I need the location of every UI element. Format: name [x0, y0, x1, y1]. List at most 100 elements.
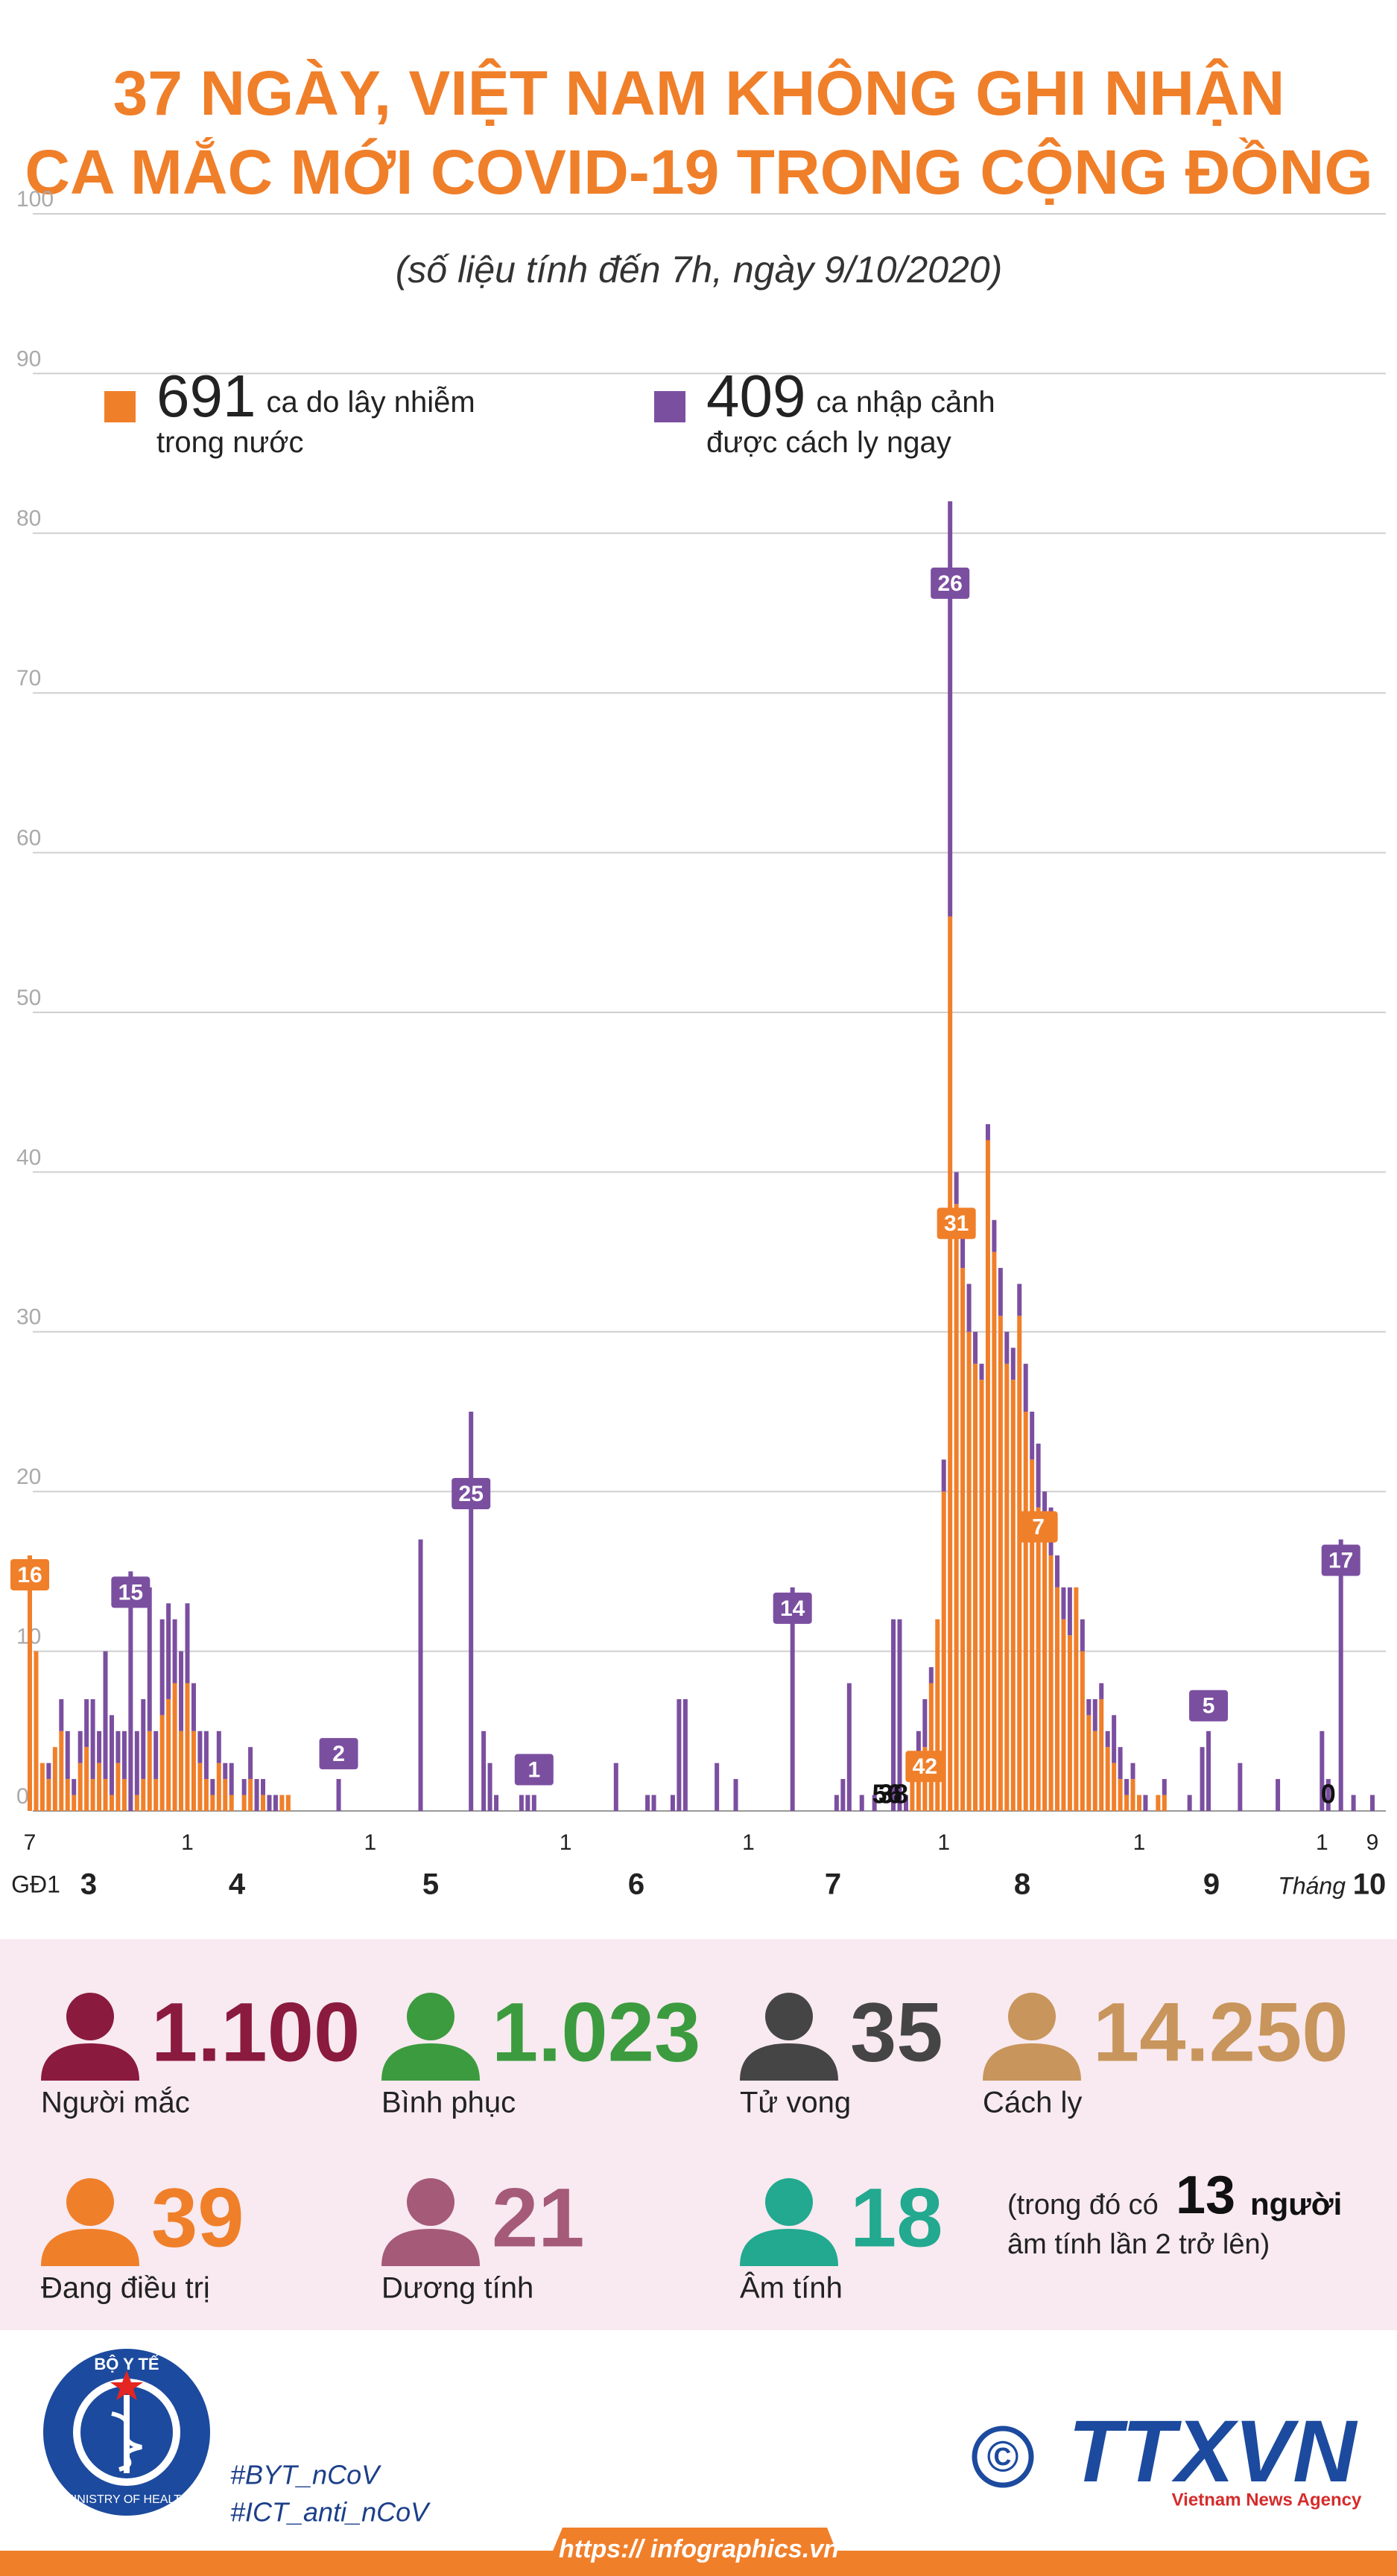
data-label-bg: [111, 1576, 151, 1608]
title-line: 37 NGÀY, VIỆT NAM KHÔNG GHI NHẬN: [113, 58, 1285, 128]
bar-segment: [985, 1124, 990, 1141]
data-label-box: 26: [931, 567, 970, 599]
y-tick-label: 0: [16, 1784, 29, 1809]
person-icon: [740, 2178, 838, 2266]
bar-segment: [1143, 1795, 1148, 1811]
bar-segment: [1004, 1331, 1010, 1364]
bar-segment: [285, 1795, 291, 1811]
data-label-bg: [10, 1558, 49, 1590]
bar-segment: [966, 1331, 972, 1811]
data-label-bg: [1321, 1544, 1360, 1576]
bar-segment: [121, 1730, 127, 1780]
footer-url: https:// infographics.vn: [559, 2535, 839, 2563]
icon-body: [41, 2229, 139, 2266]
bar-segment: [261, 1779, 266, 1795]
icon-head: [1008, 1993, 1056, 2040]
bar-segment: [279, 1795, 285, 1811]
bar-segment: [1023, 1363, 1028, 1412]
month-label: 7: [825, 1868, 841, 1901]
bar-segment: [1162, 1779, 1167, 1795]
bar-segment: [197, 1763, 203, 1811]
bar-segment: [645, 1795, 650, 1811]
bar-segment: [992, 1219, 997, 1252]
bar-segment: [1370, 1795, 1375, 1811]
bar-segment: [254, 1779, 259, 1811]
bar-segment: [948, 916, 953, 1811]
legend-total: 409: [706, 363, 806, 429]
bar-segment: [203, 1730, 209, 1780]
icon-head: [407, 1993, 454, 2040]
bar-segment: [1086, 1698, 1092, 1716]
bar-segment: [1099, 1698, 1104, 1811]
bar-segment: [248, 1779, 253, 1811]
legend-total: 691: [156, 363, 256, 429]
stat-value: 1.100: [151, 1986, 360, 2079]
bar-segment: [28, 1555, 32, 1811]
bar-segment: [1080, 1651, 1085, 1811]
bar-segment: [1030, 1412, 1035, 1460]
bar-segment: [1004, 1363, 1010, 1811]
legend-label: ca do lây nhiễm trong nước: [156, 386, 475, 459]
icon-body: [740, 2043, 838, 2081]
data-label: 0: [1321, 1779, 1336, 1809]
bar-segment: [1092, 1730, 1097, 1811]
bar-segment: [1130, 1779, 1135, 1811]
bar-segment: [1105, 1730, 1110, 1748]
bar-segment: [1086, 1715, 1092, 1811]
legend-label: ca nhập cảnh được cách ly ngay: [706, 386, 995, 459]
bar-segment: [677, 1698, 682, 1811]
bar-segment: [159, 1619, 165, 1716]
y-tick-label: 80: [16, 507, 41, 531]
logo-text: MINISTRY OF HEALTH: [64, 2493, 190, 2506]
bar-segment: [979, 1363, 984, 1380]
bar-segment: [121, 1779, 127, 1811]
bar-segment: [90, 1698, 95, 1780]
stat-label: Dương tính: [381, 2272, 533, 2305]
bar-segment: [891, 1619, 896, 1811]
x-tick-label: 1: [742, 1830, 755, 1855]
bar-segment: [273, 1795, 278, 1811]
month-label: 4: [229, 1868, 246, 1901]
bar-segment: [613, 1763, 618, 1811]
bar-segment: [1061, 1587, 1066, 1619]
bar-segment: [960, 1236, 966, 1269]
x-tick-label: 1: [1316, 1830, 1328, 1855]
month-word: Tháng: [1278, 1872, 1346, 1899]
bar-segment: [1136, 1795, 1141, 1811]
x-tick-label: 1: [1133, 1830, 1146, 1855]
bar-segment: [840, 1779, 846, 1811]
bar-segment: [72, 1779, 77, 1795]
x-tick-label: 1: [937, 1830, 950, 1855]
bar-segment: [481, 1730, 487, 1811]
x-tick-label: 1: [181, 1830, 194, 1855]
footer-tab: [542, 2528, 846, 2576]
bar-segment: [1187, 1795, 1192, 1811]
stat-value: 21: [492, 2171, 585, 2265]
x-tick-label: 7: [24, 1830, 37, 1855]
y-tick-label: 70: [16, 666, 41, 691]
data-label: 15: [118, 1580, 143, 1605]
bar-segment: [1325, 1779, 1331, 1811]
data-label-box: 31: [937, 1208, 976, 1240]
data-label-box: 1: [514, 1754, 554, 1786]
bar-segment: [109, 1715, 114, 1795]
data-label: 25: [459, 1482, 484, 1506]
bar-segment: [34, 1651, 39, 1811]
bar-segment: [141, 1779, 146, 1811]
data-label-box: 2: [319, 1738, 358, 1770]
bar-segment: [1036, 1507, 1041, 1811]
bar-segment: [954, 1172, 959, 1205]
bar-segment: [1017, 1316, 1022, 1811]
data-label-box: 42: [905, 1751, 945, 1783]
bar-segment: [241, 1779, 247, 1795]
bar-segment: [267, 1795, 272, 1811]
month-label: 5: [422, 1868, 439, 1901]
data-label: 16: [17, 1563, 42, 1587]
bar-segment: [229, 1795, 234, 1811]
bar-segment: [897, 1619, 902, 1811]
agency-subtitle: Vietnam News Agency: [1172, 2490, 1362, 2510]
bar-segment: [46, 1763, 51, 1780]
bar-segment: [115, 1763, 121, 1811]
bar-segment: [1206, 1730, 1211, 1811]
bar-segment: [998, 1316, 1003, 1811]
